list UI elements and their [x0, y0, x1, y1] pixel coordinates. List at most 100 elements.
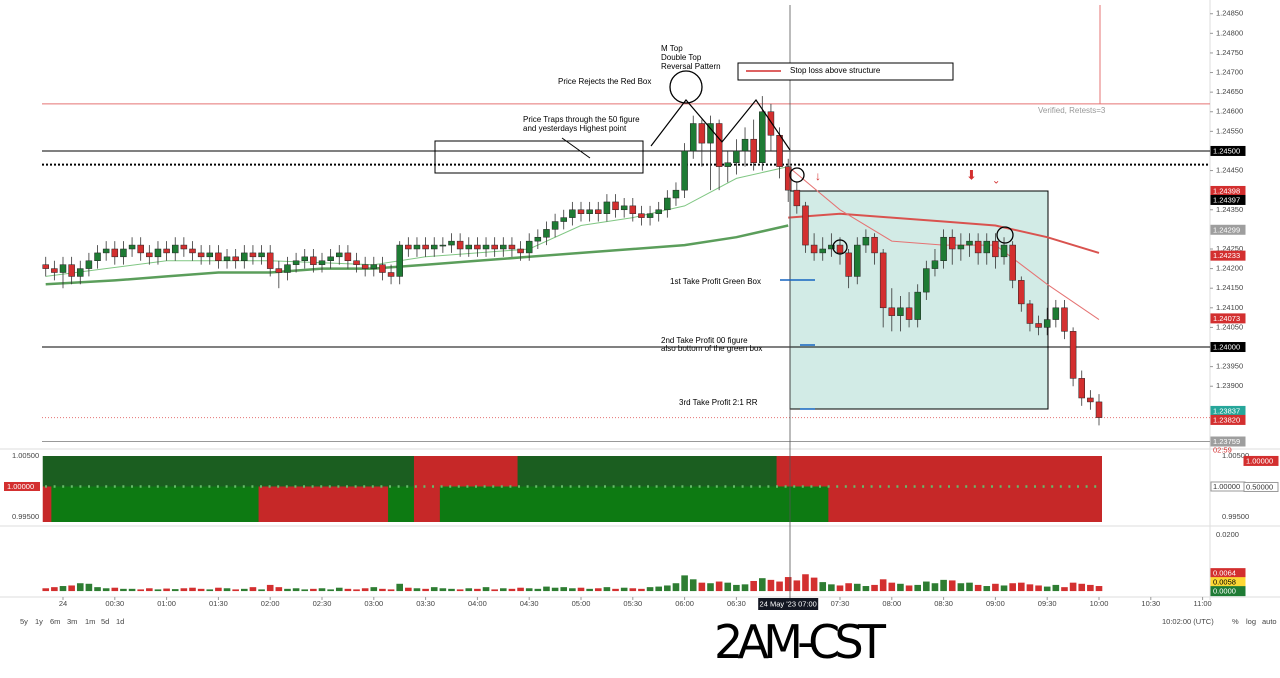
volume-bar	[430, 587, 438, 592]
candle-body	[966, 240, 973, 246]
handwriting: 2AM-CST	[714, 615, 887, 669]
volume-bar	[983, 586, 991, 592]
x-tick-label: 07:30	[831, 599, 850, 608]
x-tick-label: 09:30	[1038, 599, 1057, 608]
price-tag-label: 0.0000	[1213, 587, 1236, 596]
signal-block	[42, 456, 420, 487]
x-tick-label: 06:30	[727, 599, 746, 608]
arrow: ⌄	[992, 176, 1000, 187]
candle-body	[396, 244, 403, 277]
countdown: 02:59	[1213, 445, 1232, 454]
candle-body	[759, 111, 766, 163]
candle-body	[215, 252, 222, 262]
scale-option[interactable]: auto	[1262, 617, 1277, 626]
volume-bar	[759, 578, 766, 592]
volume-bar	[620, 587, 628, 592]
volume-bar	[948, 580, 956, 592]
candle-body	[603, 201, 611, 214]
candle-body	[171, 244, 179, 254]
candle-body	[422, 244, 429, 250]
volume-bar	[215, 587, 222, 592]
candle-body	[327, 256, 334, 262]
range-button[interactable]: 1m	[85, 617, 95, 626]
range-button[interactable]: 3m	[67, 617, 77, 626]
y-tick-label: 1.00500	[12, 451, 39, 460]
candle-body	[189, 248, 196, 254]
moving-average	[788, 212, 1100, 254]
candle-body	[681, 150, 688, 191]
volume-bar	[1069, 582, 1077, 592]
volume-bar	[586, 588, 593, 592]
candle-body	[59, 264, 67, 273]
candle-body	[793, 189, 801, 207]
candle-body	[940, 236, 947, 261]
candle-body	[1000, 244, 1008, 258]
candle-body	[258, 252, 265, 258]
annotation: Price Traps through the 50 figure	[523, 115, 640, 124]
volume-bar	[741, 584, 749, 592]
volume-bar	[241, 588, 248, 592]
volume-bar	[180, 588, 188, 592]
candle-body	[336, 252, 343, 258]
volume-bar	[94, 587, 101, 592]
candle-body	[249, 252, 257, 258]
x-tick-label: 08:30	[934, 599, 953, 608]
volume-bar	[543, 586, 550, 592]
annotation: also bottom of the green box	[661, 344, 762, 353]
candle-body	[206, 252, 214, 258]
volume-bar	[525, 588, 533, 592]
volume-bar	[102, 588, 110, 592]
candle-body	[767, 111, 775, 136]
y-tick-label: 1.24600	[1216, 107, 1243, 116]
price-tag-label: 1.00000	[1246, 456, 1273, 465]
candle-body	[482, 244, 490, 250]
volume-bar	[163, 588, 170, 592]
volume-bar	[500, 588, 507, 592]
range-button[interactable]: 5y	[20, 617, 28, 626]
volume-bar	[724, 582, 732, 592]
candle-body	[534, 236, 542, 242]
annotation: Verified, Retests=3	[1038, 106, 1106, 115]
volume-bar	[1026, 584, 1034, 592]
candle-body	[102, 248, 110, 254]
range-button[interactable]: 1d	[116, 617, 124, 626]
range-button[interactable]: 6m	[50, 617, 60, 626]
volume-bar	[310, 588, 317, 592]
candle-body	[517, 248, 524, 254]
candle-body	[871, 236, 878, 254]
volume-bar	[957, 583, 965, 592]
y-tick-label: 1.24700	[1216, 68, 1243, 77]
annotation: Stop loss above structure	[790, 66, 881, 75]
candle-body	[1043, 319, 1051, 328]
circle	[669, 70, 703, 104]
scale-option[interactable]: %	[1232, 617, 1239, 626]
price-tag-label: 1.24500	[1213, 146, 1240, 155]
candle-body	[931, 260, 939, 269]
range-button[interactable]: 5d	[101, 617, 109, 626]
range-button[interactable]: 1y	[35, 617, 43, 626]
candle-body	[983, 240, 991, 254]
candle-body	[819, 248, 826, 254]
y-tick-label: 1.24150	[1216, 283, 1243, 292]
price-tag	[1210, 342, 1246, 353]
candle-body	[992, 240, 999, 258]
price-tag-label: 1.23759	[1213, 437, 1240, 446]
signal-block	[439, 486, 835, 522]
volume-bar	[1078, 583, 1086, 592]
arrow: ⬇	[966, 167, 977, 182]
volume-bar	[1000, 585, 1008, 592]
y-tick-label: 1.24050	[1216, 322, 1243, 331]
candle-body	[707, 123, 714, 144]
x-tick-label: 10:30	[1141, 599, 1160, 608]
volume-bar	[42, 588, 50, 592]
scale-option[interactable]: log	[1246, 617, 1256, 626]
candle-body	[569, 209, 576, 218]
candle-body	[405, 244, 412, 250]
volume-bar	[327, 589, 334, 592]
volume-bar	[871, 584, 878, 592]
candle-body	[854, 244, 861, 277]
candle-body	[888, 307, 896, 316]
price-tag	[1210, 414, 1246, 425]
candle-body	[120, 248, 127, 258]
volume-bar	[370, 587, 378, 592]
